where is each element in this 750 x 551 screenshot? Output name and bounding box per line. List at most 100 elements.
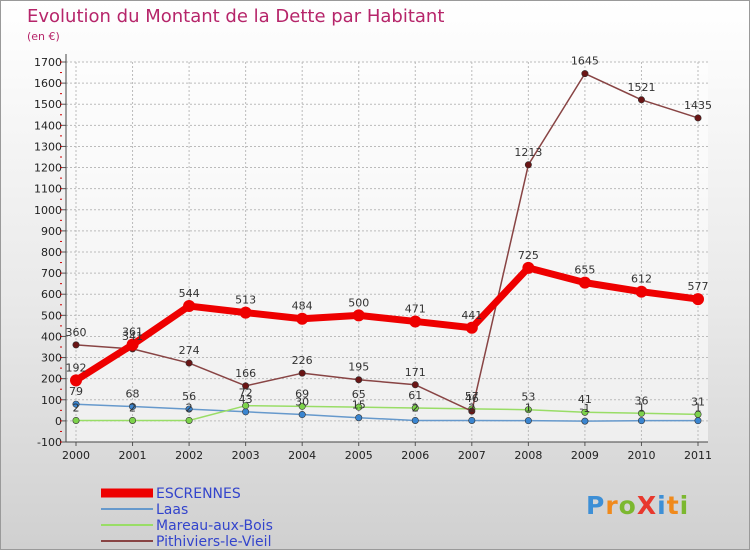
data-label: 341 xyxy=(122,330,143,343)
x-tick-label: 2008 xyxy=(514,449,542,462)
data-label: 484 xyxy=(292,300,313,313)
data-label: 195 xyxy=(348,361,369,374)
series-line-pithiviers-le-vieil xyxy=(75,72,699,412)
data-point xyxy=(72,400,80,408)
y-tick-label: 900 xyxy=(41,225,62,238)
data-point xyxy=(298,411,306,419)
data-label: 56 xyxy=(182,390,196,403)
data-point xyxy=(581,70,589,78)
series-line-mareau-aux-bois xyxy=(75,404,699,422)
data-point xyxy=(355,376,363,384)
y-tick-label: 500 xyxy=(41,309,62,322)
logo-letter: t xyxy=(666,491,680,520)
y-tick-label: 1100 xyxy=(34,183,62,196)
data-point xyxy=(468,407,476,415)
data-label: 1435 xyxy=(684,99,712,112)
data-point xyxy=(581,417,589,425)
data-point xyxy=(183,300,196,313)
data-point xyxy=(355,414,363,422)
data-point xyxy=(524,161,532,169)
data-point xyxy=(242,408,250,416)
proxiti-logo: ProXiti xyxy=(586,491,689,520)
data-label: 15 xyxy=(352,399,366,412)
x-tick-label: 2011 xyxy=(684,449,712,462)
x-tick-label: 2005 xyxy=(345,449,373,462)
data-label: 61 xyxy=(408,389,422,402)
y-tick-label: 400 xyxy=(41,330,62,343)
y-tick-label: 1000 xyxy=(34,204,62,217)
data-point xyxy=(637,409,645,417)
data-label: 2 xyxy=(468,401,475,414)
y-tick-label: 1200 xyxy=(34,162,62,175)
legend-label: Laas xyxy=(156,502,188,518)
data-label: 166 xyxy=(235,367,256,380)
data-point xyxy=(465,321,478,334)
data-point xyxy=(296,312,309,325)
data-label: 2 xyxy=(73,401,80,414)
y-tick-label: 1600 xyxy=(34,77,62,90)
data-label: 2 xyxy=(129,401,136,414)
logo-letter: P xyxy=(586,491,606,520)
x-tick-label: 2010 xyxy=(627,449,655,462)
logo-letter: o xyxy=(618,491,637,520)
data-label: 360 xyxy=(66,326,87,339)
x-tick-label: 2000 xyxy=(62,449,90,462)
data-label: 69 xyxy=(295,387,309,400)
data-point xyxy=(637,96,645,104)
data-point xyxy=(72,341,80,349)
y-tick-label: 700 xyxy=(41,267,62,280)
chart-subtitle: (en €) xyxy=(27,30,60,43)
y-tick-label: 200 xyxy=(41,373,62,386)
y-tick-label: -100 xyxy=(37,436,62,449)
y-tick-label: 1700 xyxy=(34,56,62,69)
data-label: 2 xyxy=(412,401,419,414)
data-point xyxy=(352,309,365,322)
data-point xyxy=(468,416,476,424)
data-label: 1 xyxy=(525,402,532,415)
y-tick-label: 300 xyxy=(41,352,62,365)
data-label: 1 xyxy=(638,402,645,415)
data-label: 471 xyxy=(405,302,426,315)
data-label: 612 xyxy=(631,273,652,286)
data-point xyxy=(185,405,193,413)
data-label: 725 xyxy=(518,249,539,262)
data-label: 1213 xyxy=(514,146,542,159)
data-label: 30 xyxy=(295,396,309,409)
logo-letter: X xyxy=(636,491,658,520)
data-label: 1521 xyxy=(627,81,655,94)
data-point xyxy=(70,374,82,387)
chart-title: Evolution du Montant de la Dette par Hab… xyxy=(27,6,445,27)
data-point xyxy=(409,315,422,328)
data-point xyxy=(72,416,80,424)
data-label: 192 xyxy=(66,361,87,374)
data-label: 226 xyxy=(292,354,313,367)
data-point xyxy=(242,402,250,410)
data-label: 46 xyxy=(465,392,479,405)
data-label: -1 xyxy=(579,402,590,415)
logo-letter: i xyxy=(657,491,667,520)
data-point xyxy=(239,306,252,319)
data-label: 544 xyxy=(179,287,200,300)
data-label: 57 xyxy=(465,390,479,403)
data-point xyxy=(355,403,363,411)
data-point xyxy=(637,417,645,425)
y-tick-label: 1400 xyxy=(34,119,62,132)
y-tick-label: 0 xyxy=(55,415,62,428)
data-label: 79 xyxy=(69,385,83,398)
axes-layer: -100 0 100 200 300 400 500 600 700 800 900 1000 1100… xyxy=(34,54,712,462)
data-point xyxy=(298,369,306,377)
x-tick-label: 2003 xyxy=(232,449,260,462)
data-label: 171 xyxy=(405,366,426,379)
data-point xyxy=(524,417,532,425)
data-point xyxy=(694,114,702,122)
x-tick-label: 2002 xyxy=(175,449,203,462)
data-point xyxy=(692,293,704,306)
data-label: 36 xyxy=(634,394,648,407)
series-layer xyxy=(70,70,704,425)
data-point xyxy=(522,261,535,274)
data-point xyxy=(524,406,532,414)
x-tick-label: 2004 xyxy=(288,449,316,462)
data-label: 31 xyxy=(691,395,705,408)
